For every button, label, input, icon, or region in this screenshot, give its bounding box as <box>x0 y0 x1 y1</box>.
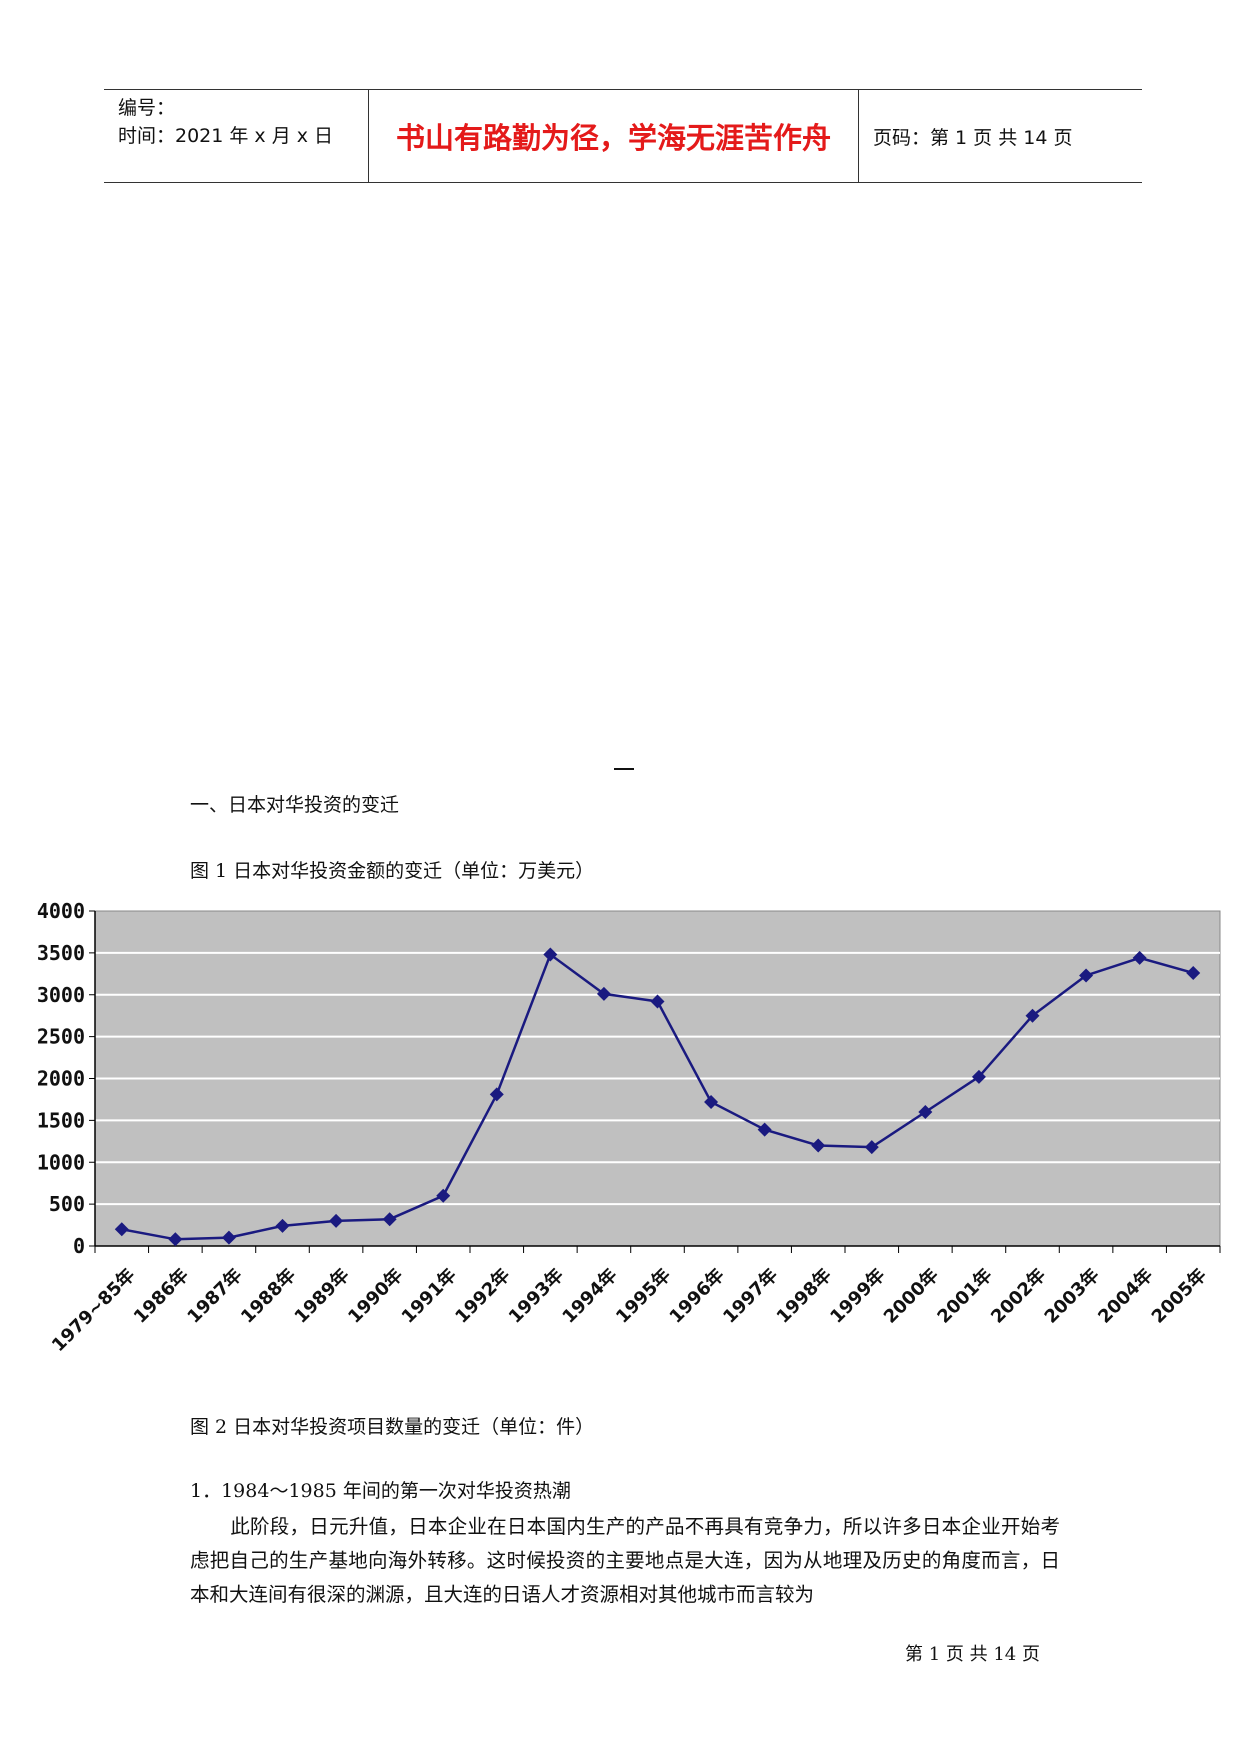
data-point <box>1132 950 1147 965</box>
x-tick-label: 1979~85年 <box>47 1264 139 1356</box>
x-tick-label: 2000年 <box>879 1264 943 1328</box>
x-tick-label: 1988年 <box>236 1264 300 1328</box>
y-tick-label: 3500 <box>37 941 85 965</box>
body-paragraph-text: 此阶段，日元升值，日本企业在日本国内生产的产品不再具有竞争力，所以许多日本企业开… <box>190 1515 1060 1606</box>
data-point <box>489 1087 504 1102</box>
time-label: 时间：2021 年 x 月 x 日 <box>118 125 334 147</box>
x-tick-label: 2002年 <box>986 1264 1050 1328</box>
serial-label: 编号： <box>118 97 176 119</box>
section-dash <box>614 768 634 770</box>
x-tick-label: 1996年 <box>665 1264 729 1328</box>
x-tick-label: 1995年 <box>611 1264 675 1328</box>
figure2-caption: 图 2 日本对华投资项目数量的变迁（单位：件） <box>190 1416 595 1438</box>
data-point <box>757 1122 772 1137</box>
header-table: 编号： 时间：2021 年 x 月 x 日 书山有路勤为径，学海无涯苦作舟 页码… <box>104 89 1142 183</box>
data-point <box>275 1218 290 1233</box>
x-tick-label: 1987年 <box>183 1264 247 1328</box>
data-point <box>436 1188 451 1203</box>
x-tick-label: 2004年 <box>1093 1264 1157 1328</box>
body-paragraph: 此阶段，日元升值，日本企业在日本国内生产的产品不再具有竞争力，所以许多日本企业开… <box>190 1510 1060 1612</box>
x-tick-label: 1998年 <box>772 1264 836 1328</box>
x-tick-label: 1997年 <box>718 1264 782 1328</box>
data-point <box>650 994 665 1009</box>
y-tick-label: 2000 <box>37 1067 85 1091</box>
data-point <box>596 986 611 1001</box>
x-tick-label: 2001年 <box>933 1264 997 1328</box>
data-point <box>114 1222 129 1237</box>
x-tick-label: 1993年 <box>504 1264 568 1328</box>
data-point <box>811 1138 826 1153</box>
y-tick-label: 1500 <box>37 1108 85 1132</box>
data-point <box>1079 968 1094 983</box>
y-tick-label: 0 <box>73 1234 85 1258</box>
x-tick-label: 1989年 <box>290 1264 354 1328</box>
y-tick-label: 3000 <box>37 983 85 1007</box>
figure1-caption: 图 1 日本对华投资金额的变迁（单位：万美元） <box>190 860 595 882</box>
x-tick-label: 1994年 <box>558 1264 622 1328</box>
x-tick-label: 1991年 <box>397 1264 461 1328</box>
x-tick-label: 1986年 <box>129 1264 193 1328</box>
investment-amount-chart: 0 500 1000 1500 2000 2500 3000 3500 4000 1979~85年… <box>37 899 1221 1356</box>
x-tick-label: 2003年 <box>1040 1264 1104 1328</box>
x-tick-label: 1999年 <box>826 1264 890 1328</box>
data-point <box>864 1140 879 1155</box>
data-point <box>221 1230 236 1245</box>
header-left-cell: 编号： 时间：2021 年 x 月 x 日 <box>104 90 369 182</box>
data-point <box>1186 965 1201 980</box>
x-tick-label: 2005年 <box>1147 1264 1211 1328</box>
y-tick-label: 2500 <box>37 1025 85 1049</box>
subsection-title: 1．1984～1985 年间的第一次对华投资热潮 <box>190 1480 571 1502</box>
data-point <box>704 1094 719 1109</box>
data-point <box>168 1232 183 1247</box>
x-tick-label: 1992年 <box>451 1264 515 1328</box>
y-tick-label: 1000 <box>37 1150 85 1174</box>
y-tick-label: 4000 <box>37 899 85 923</box>
data-point <box>382 1212 397 1227</box>
data-point <box>329 1213 344 1228</box>
page-label: 页码：第 1 页 共 14 页 <box>873 126 1073 149</box>
data-point <box>918 1105 933 1119</box>
section-title: 一、日本对华投资的变迁 <box>190 794 400 816</box>
data-point <box>1025 1008 1040 1023</box>
y-tick-label: 500 <box>49 1192 85 1216</box>
data-point <box>543 947 558 962</box>
motto: 书山有路勤为径，学海无涯苦作舟 <box>369 90 859 182</box>
page-footer: 第 1 页 共 14 页 <box>905 1644 1040 1665</box>
data-point <box>971 1069 986 1084</box>
x-tick-label: 1990年 <box>343 1264 407 1328</box>
